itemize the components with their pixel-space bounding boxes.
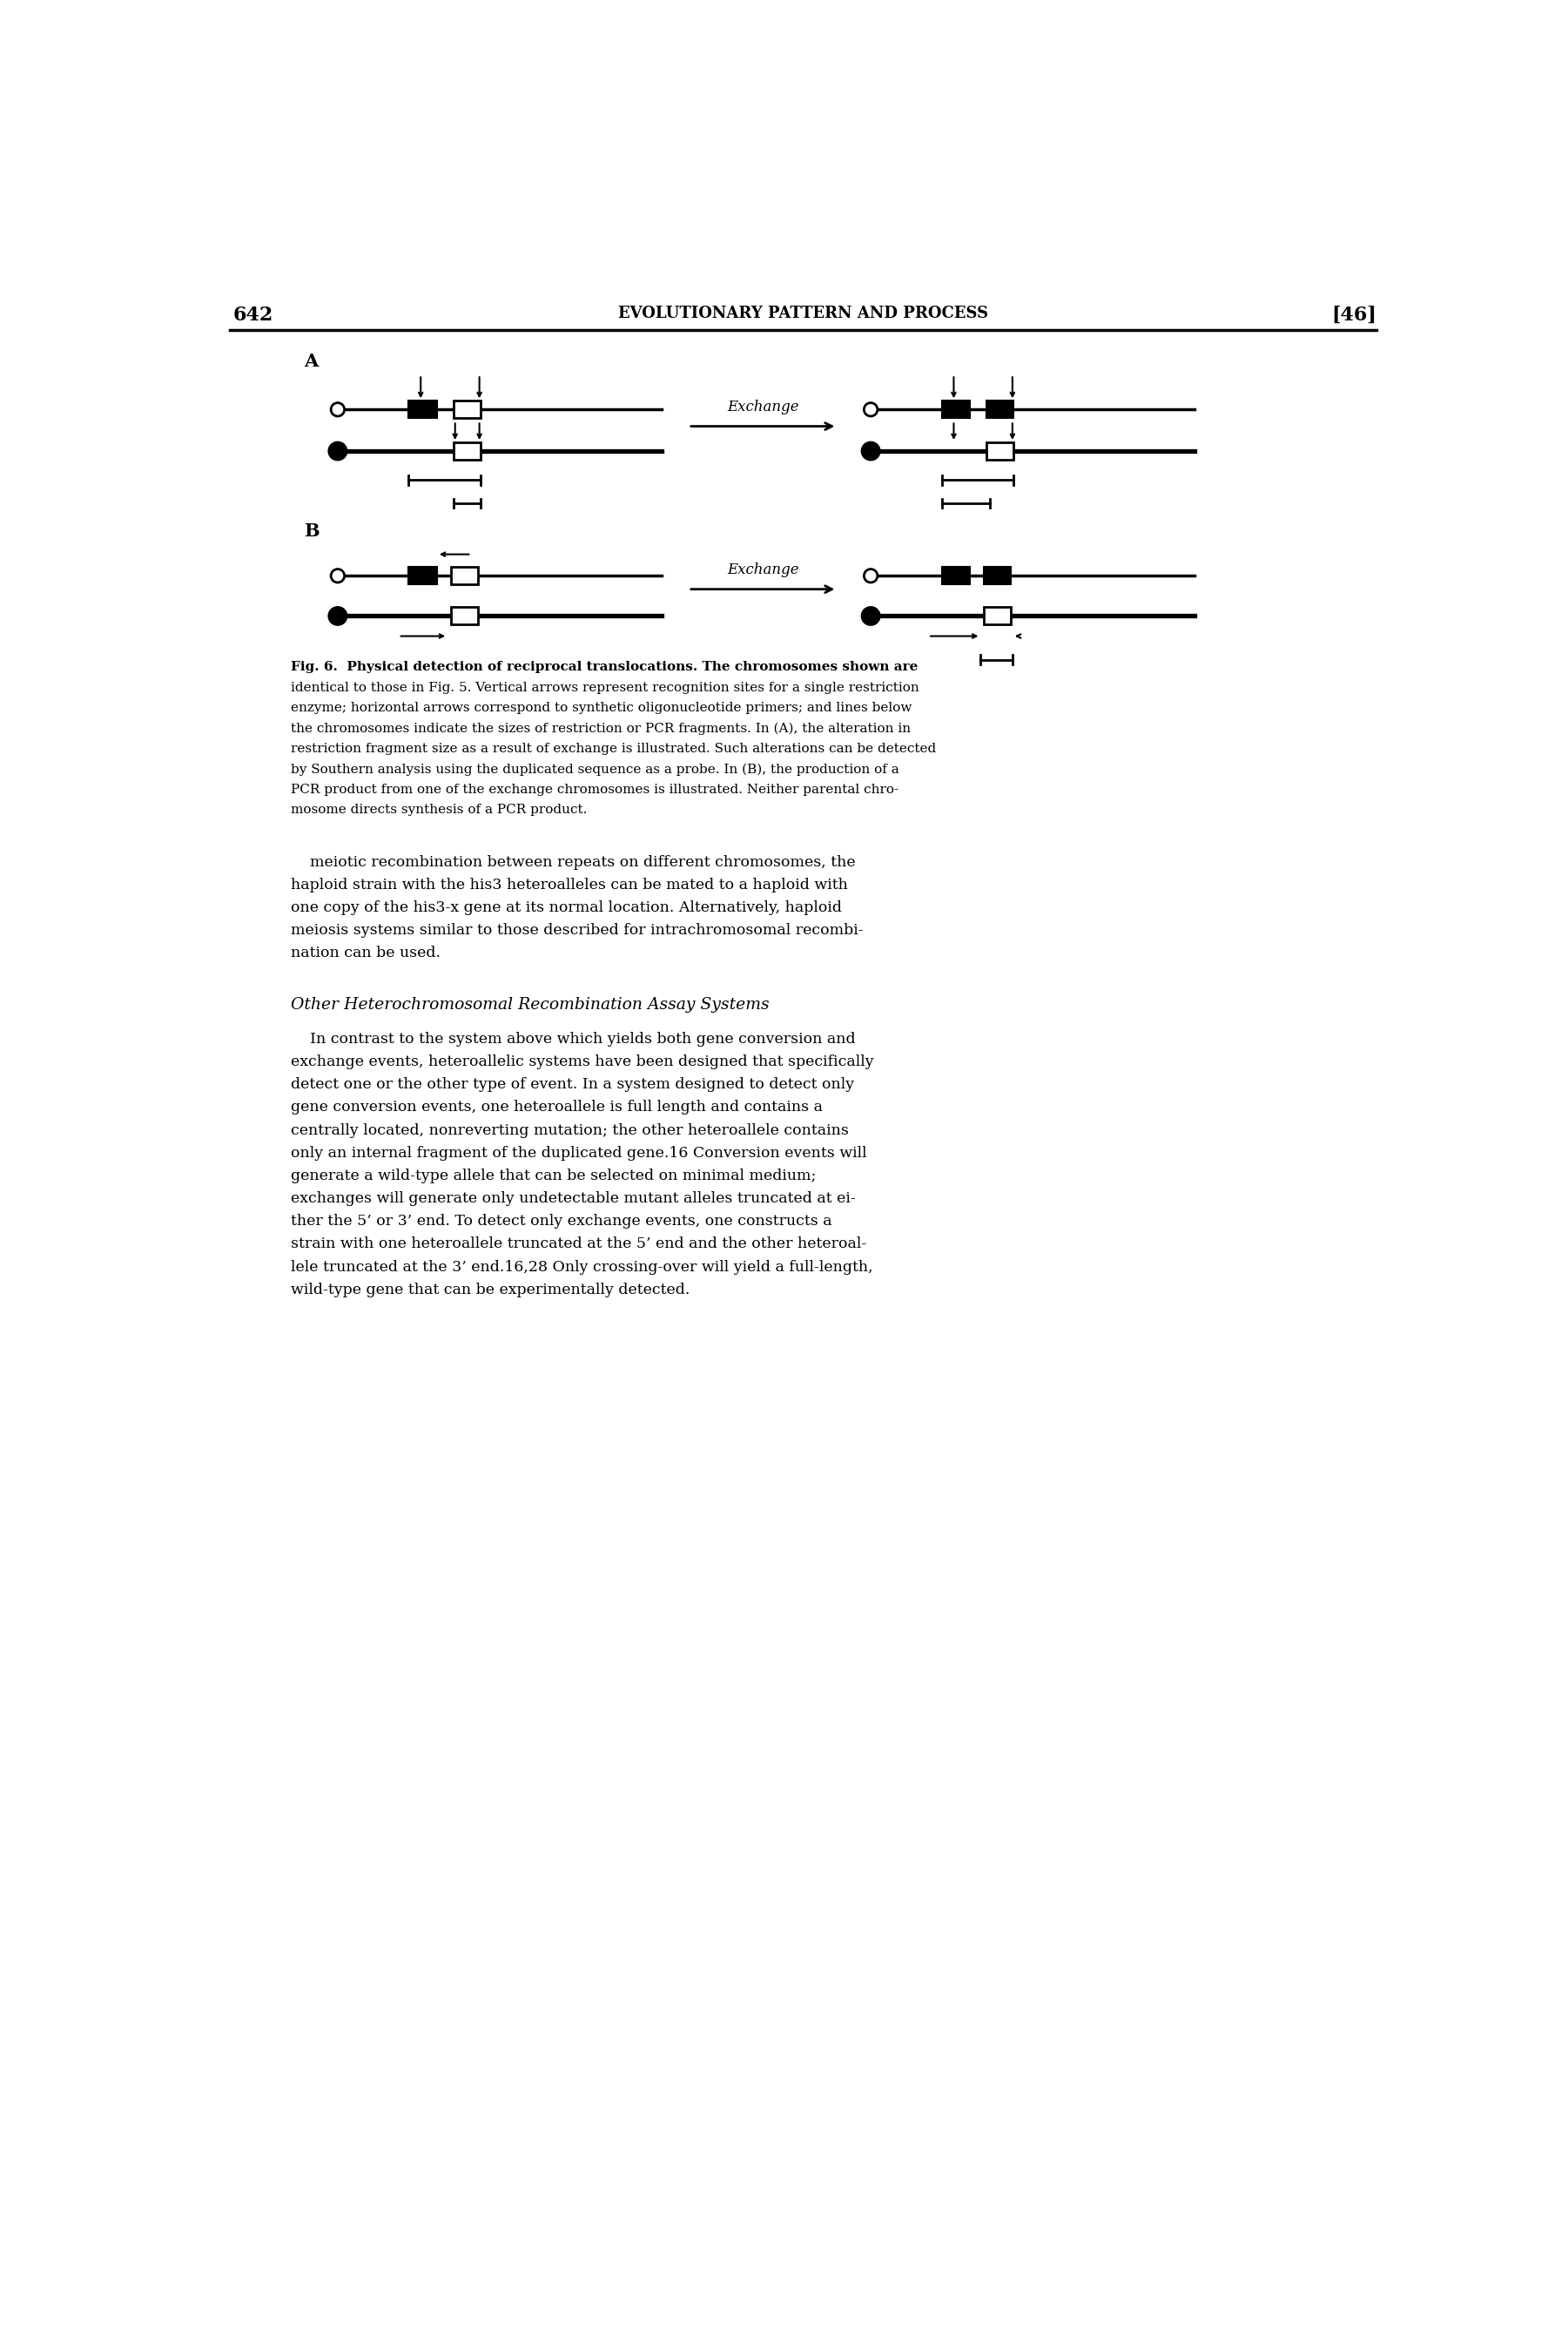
Bar — [986, 400, 1014, 418]
Bar — [985, 567, 1011, 585]
Text: 642: 642 — [234, 306, 273, 324]
Bar — [453, 442, 481, 461]
Circle shape — [864, 569, 878, 583]
Text: [46]: [46] — [1331, 306, 1377, 324]
Circle shape — [862, 607, 880, 625]
Text: by Southern analysis using the duplicated sequence as a probe. In (B), the produ: by Southern analysis using the duplicate… — [290, 764, 898, 776]
Text: centrally located, nonreverting mutation; the other heteroallele contains: centrally located, nonreverting mutation… — [290, 1124, 848, 1138]
Text: detect one or the other type of event. In a system designed to detect only: detect one or the other type of event. I… — [290, 1077, 855, 1093]
Text: exchanges will generate only undetectable mutant alleles truncated at ei-: exchanges will generate only undetectabl… — [290, 1192, 855, 1206]
Text: only an internal fragment of the duplicated gene.16 Conversion events will: only an internal fragment of the duplica… — [290, 1145, 867, 1161]
Text: Fig. 6.  Physical detection of reciprocal translocations. The chromosomes shown : Fig. 6. Physical detection of reciprocal… — [290, 661, 917, 672]
Text: wild-type gene that can be experimentally detected.: wild-type gene that can be experimentall… — [290, 1281, 690, 1298]
Text: meiotic recombination between repeats on different chromosomes, the: meiotic recombination between repeats on… — [290, 856, 855, 870]
Text: PCR product from one of the exchange chromosomes is illustrated. Neither parenta: PCR product from one of the exchange chr… — [290, 783, 898, 797]
Text: In contrast to the system above which yields both gene conversion and: In contrast to the system above which yi… — [290, 1032, 855, 1046]
Text: B: B — [304, 522, 320, 541]
Circle shape — [331, 569, 345, 583]
Circle shape — [862, 442, 880, 461]
Text: one copy of the his3-x gene at its normal location. Alternatively, haploid: one copy of the his3-x gene at its norma… — [290, 900, 842, 915]
Text: strain with one heteroallele truncated at the 5’ end and the other heteroal-: strain with one heteroallele truncated a… — [290, 1237, 866, 1251]
Text: exchange events, heteroallelic systems have been designed that specifically: exchange events, heteroallelic systems h… — [290, 1056, 873, 1070]
Bar — [941, 567, 971, 585]
Circle shape — [329, 607, 347, 625]
Bar — [941, 400, 971, 418]
Text: generate a wild-type allele that can be selected on minimal medium;: generate a wild-type allele that can be … — [290, 1168, 815, 1183]
Text: EVOLUTIONARY PATTERN AND PROCESS: EVOLUTIONARY PATTERN AND PROCESS — [618, 306, 988, 322]
Text: Other Heterochromosomal Recombination Assay Systems: Other Heterochromosomal Recombination As… — [290, 997, 768, 1013]
Bar — [452, 567, 478, 585]
Circle shape — [329, 442, 347, 461]
Text: restriction fragment size as a result of exchange is illustrated. Such alteratio: restriction fragment size as a result of… — [290, 743, 936, 755]
Bar — [452, 607, 478, 625]
Text: identical to those in Fig. 5. Vertical arrows represent recognition sites for a : identical to those in Fig. 5. Vertical a… — [290, 682, 919, 694]
Text: haploid strain with the his3 heteroalleles can be mated to a haploid with: haploid strain with the his3 heteroallel… — [290, 877, 848, 893]
Text: nation can be used.: nation can be used. — [290, 945, 441, 962]
Text: meiosis systems similar to those described for intrachromosomal recombi-: meiosis systems similar to those describ… — [290, 924, 862, 938]
Circle shape — [331, 402, 345, 416]
Bar — [409, 400, 437, 418]
Text: A: A — [304, 353, 318, 369]
Text: Exchange: Exchange — [728, 400, 798, 414]
Bar — [409, 567, 437, 585]
Text: enzyme; horizontal arrows correspond to synthetic oligonucleotide primers; and l: enzyme; horizontal arrows correspond to … — [290, 703, 911, 715]
Bar — [985, 607, 1011, 625]
Bar — [986, 442, 1014, 461]
Bar — [453, 400, 481, 418]
Text: gene conversion events, one heteroallele is full length and contains a: gene conversion events, one heteroallele… — [290, 1100, 823, 1114]
Text: the chromosomes indicate the sizes of restriction or PCR fragments. In (A), the : the chromosomes indicate the sizes of re… — [290, 722, 911, 736]
Text: lele truncated at the 3’ end.16,28 Only crossing-over will yield a full-length,: lele truncated at the 3’ end.16,28 Only … — [290, 1260, 872, 1274]
Text: ther the 5’ or 3’ end. To detect only exchange events, one constructs a: ther the 5’ or 3’ end. To detect only ex… — [290, 1213, 831, 1230]
Circle shape — [864, 402, 878, 416]
Text: Exchange: Exchange — [728, 562, 798, 576]
Text: mosome directs synthesis of a PCR product.: mosome directs synthesis of a PCR produc… — [290, 804, 586, 816]
